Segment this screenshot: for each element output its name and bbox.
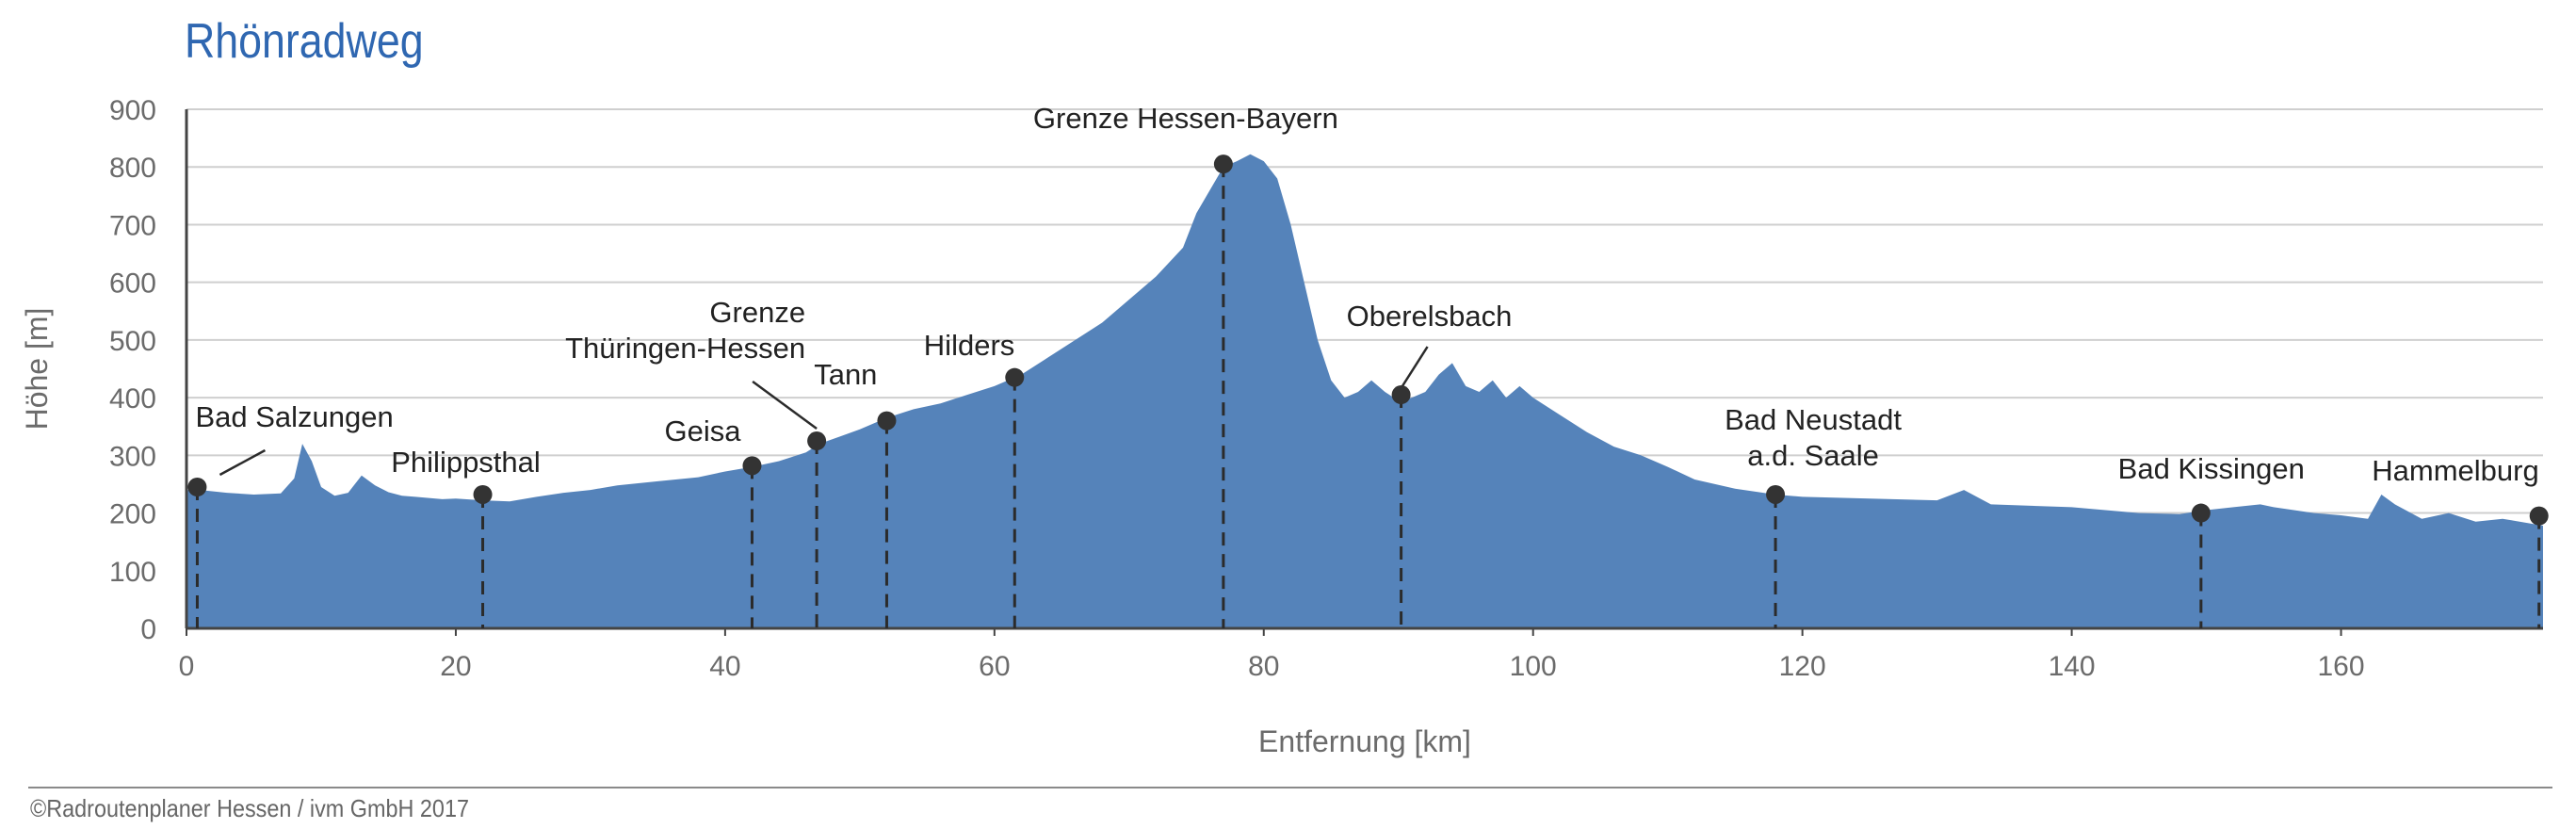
elevation-area bbox=[186, 154, 2543, 629]
footer-divider bbox=[28, 787, 2552, 788]
y-tick-label: 0 bbox=[140, 614, 156, 645]
marker-leader-line bbox=[1400, 346, 1429, 389]
location-label: Hilders bbox=[924, 329, 1014, 362]
location-label: Bad Neustadt a.d. Saale bbox=[1725, 403, 1902, 472]
marker-dot bbox=[1391, 385, 1411, 405]
y-tick-label: 900 bbox=[109, 95, 156, 126]
chart-title: Rhönradweg bbox=[185, 14, 424, 69]
y-axis-title: Höhe [m] bbox=[20, 308, 54, 431]
marker-dot bbox=[877, 411, 897, 431]
x-tick-label: 80 bbox=[1248, 651, 1279, 682]
location-label: Grenze Hessen-Bayern bbox=[1033, 102, 1338, 135]
x-tick-label: 60 bbox=[979, 651, 1010, 682]
y-tick-label: 100 bbox=[109, 557, 156, 588]
location-marker: Bad Salzungen bbox=[187, 400, 394, 628]
x-tick-label: 160 bbox=[2318, 651, 2365, 682]
copyright-footer: ©Radroutenplaner Hessen / ivm GmbH 2017 bbox=[30, 794, 469, 822]
x-tick-label: 140 bbox=[2049, 651, 2096, 682]
y-tick-label: 200 bbox=[109, 499, 156, 530]
location-marker: Hammelburg bbox=[2372, 454, 2549, 628]
x-tick-label: 120 bbox=[1779, 651, 1826, 682]
location-marker: Oberelsbach bbox=[1347, 300, 1513, 628]
marker-dot bbox=[473, 484, 493, 504]
marker-dot bbox=[2191, 503, 2211, 523]
x-tick-labels: 0 20 40 60 80 100 120 140 160 bbox=[179, 628, 2365, 682]
marker-dot bbox=[1766, 484, 1786, 504]
location-marker: Geisa bbox=[664, 414, 762, 628]
marker-dot bbox=[1005, 367, 1025, 387]
location-marker: Philippsthal bbox=[391, 446, 541, 628]
marker-leader-line bbox=[752, 380, 818, 431]
location-label: Bad Kissingen bbox=[2118, 452, 2305, 485]
location-label: Philippsthal bbox=[391, 446, 541, 479]
location-marker: Hilders bbox=[924, 329, 1025, 628]
location-marker: Tann bbox=[814, 358, 897, 628]
y-tick-label: 800 bbox=[109, 153, 156, 184]
y-tick-label: 300 bbox=[109, 441, 156, 472]
y-tick-label: 500 bbox=[109, 326, 156, 357]
location-label: Hammelburg bbox=[2372, 454, 2538, 487]
marker-dot bbox=[807, 431, 827, 451]
location-markers: Bad Salzungen Philippsthal Geisa Grenze Thür… bbox=[187, 102, 2549, 628]
location-label: Grenze Thüringen-Hessen bbox=[565, 296, 805, 365]
location-label: Oberelsbach bbox=[1347, 300, 1513, 333]
marker-dot bbox=[1213, 154, 1233, 174]
location-marker: Grenze Thüringen-Hessen bbox=[565, 296, 827, 628]
x-tick-label: 100 bbox=[1510, 651, 1557, 682]
marker-dot bbox=[742, 456, 762, 476]
y-tick-labels: 0 100 200 300 400 500 600 700 800 900 bbox=[109, 95, 156, 645]
x-tick-label: 40 bbox=[709, 651, 740, 682]
location-marker: Bad Neustadt a.d. Saale bbox=[1725, 403, 1902, 628]
marker-dot bbox=[187, 478, 207, 497]
x-axis-title: Entfernung [km] bbox=[1258, 724, 1471, 758]
location-marker: Bad Kissingen bbox=[2118, 452, 2305, 628]
y-tick-label: 700 bbox=[109, 210, 156, 241]
marker-leader-line bbox=[219, 448, 267, 477]
location-label: Tann bbox=[814, 358, 877, 391]
y-tick-label: 600 bbox=[109, 268, 156, 300]
marker-dot bbox=[2529, 506, 2549, 526]
location-label: Geisa bbox=[664, 414, 741, 447]
x-tick-label: 20 bbox=[440, 651, 471, 682]
location-marker: Grenze Hessen-Bayern bbox=[1033, 102, 1338, 628]
y-tick-label: 400 bbox=[109, 383, 156, 414]
x-tick-label: 0 bbox=[179, 651, 195, 682]
location-label: Bad Salzungen bbox=[195, 400, 393, 433]
